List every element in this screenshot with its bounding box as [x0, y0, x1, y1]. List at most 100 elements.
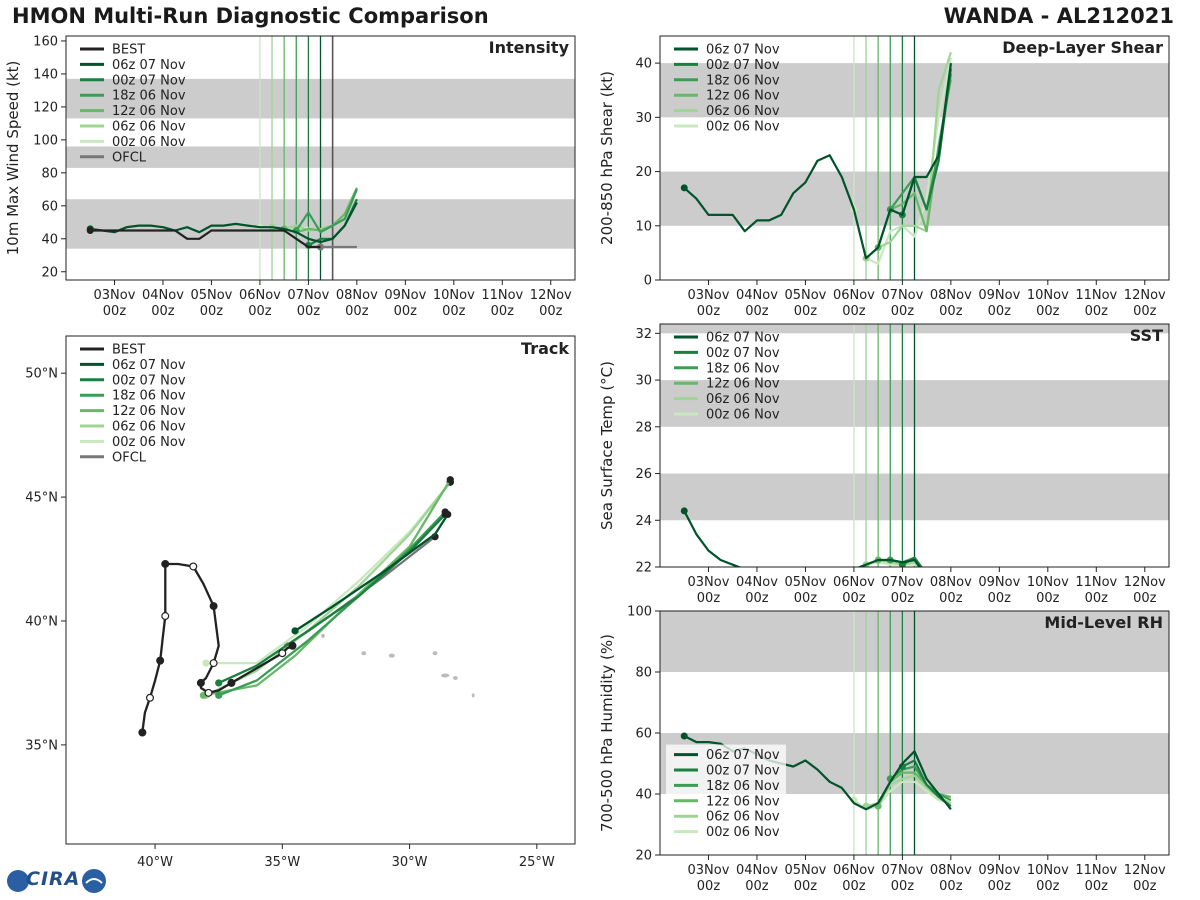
legend-label: 06z 07 Nov — [112, 358, 186, 373]
latitude-label: 40°N — [25, 614, 58, 629]
x-tick-date: 03Nov — [94, 288, 136, 303]
track-start-marker — [215, 691, 223, 699]
track-line — [205, 481, 452, 697]
x-tick-date: 12Nov — [1124, 575, 1166, 590]
x-tick-date: 09Nov — [978, 863, 1020, 878]
x-tick-hour: 00z — [1036, 591, 1060, 606]
x-tick-date: 05Nov — [784, 288, 826, 303]
panel-sst: 22242628303203Nov00z04Nov00z05Nov00z06No… — [598, 323, 1170, 606]
x-tick-date: 11Nov — [1075, 863, 1117, 878]
legend-label: 00z 07 Nov — [706, 764, 780, 779]
x-tick-date: 11Nov — [1075, 575, 1117, 590]
series-marker — [680, 507, 688, 515]
x-tick-hour: 00z — [103, 304, 127, 319]
legend-label: 06z 06 Nov — [112, 420, 186, 435]
y-axis-label: 200-850 hPa Shear (kt) — [598, 71, 616, 245]
y-tick-label: 20 — [635, 849, 652, 864]
latitude-label: 50°N — [25, 367, 58, 382]
track-line — [206, 481, 452, 665]
x-tick-hour: 00z — [988, 591, 1012, 606]
x-tick-hour: 00z — [297, 304, 321, 319]
legend-label: BEST — [112, 343, 145, 358]
track-end-marker — [444, 510, 452, 519]
track-start-marker — [291, 627, 299, 635]
legend-label: 06z 07 Nov — [706, 43, 780, 58]
y-tick-label: 100 — [627, 605, 652, 620]
x-tick-hour: 00z — [1036, 879, 1060, 894]
x-tick-hour: 00z — [697, 879, 721, 894]
panel-title: Track — [521, 339, 569, 358]
legend-label: 18z 06 Nov — [706, 779, 780, 794]
legend-label: 00z 07 Nov — [112, 373, 186, 388]
plot-area — [660, 36, 1169, 280]
y-tick-label: 20 — [635, 165, 652, 180]
legend-label: BEST — [112, 43, 145, 58]
x-tick-hour: 00z — [442, 304, 466, 319]
x-tick-hour: 00z — [891, 591, 915, 606]
series-line — [295, 188, 358, 234]
x-tick-date: 07Nov — [881, 288, 923, 303]
x-tick-date: 12Nov — [1124, 863, 1166, 878]
y-tick-label: 22 — [635, 561, 652, 576]
storm-id: WANDA - AL212021 — [943, 4, 1174, 28]
y-tick-label: 60 — [41, 199, 58, 214]
track-line — [141, 562, 293, 733]
x-tick-hour: 00z — [939, 591, 963, 606]
best-track-marker — [278, 649, 287, 658]
track-start-marker — [202, 659, 210, 667]
y-tick-label: 24 — [635, 514, 652, 529]
x-tick-date: 05Nov — [784, 575, 826, 590]
x-tick-date: 09Nov — [384, 288, 426, 303]
island — [388, 653, 395, 658]
legend-label: 06z 06 Nov — [112, 120, 186, 135]
x-tick-hour: 00z — [794, 304, 818, 319]
y-tick-label: 60 — [635, 727, 652, 742]
x-tick-hour: 00z — [794, 591, 818, 606]
x-tick-date: 11Nov — [481, 288, 523, 303]
x-tick-date: 07Nov — [287, 288, 329, 303]
legend-label: 12z 06 Nov — [112, 404, 186, 419]
panel-intensity: 2040608010012014016003Nov00z04Nov00z05No… — [4, 34, 576, 319]
legend-label: 00z 06 Nov — [706, 120, 780, 135]
x-tick-hour: 00z — [891, 879, 915, 894]
y-tick-label: 28 — [635, 420, 652, 435]
track-end-marker — [446, 476, 454, 484]
y-axis-label: 700-500 hPa Humidity (%) — [598, 634, 616, 832]
series-marker — [680, 732, 688, 740]
x-tick-hour: 00z — [697, 304, 721, 319]
x-tick-date: 04Nov — [142, 288, 184, 303]
legend-label: 18z 06 Nov — [706, 361, 780, 376]
y-tick-label: 26 — [635, 467, 652, 482]
panel-shear: 01020304003Nov00z04Nov00z05Nov00z06Nov00… — [598, 35, 1170, 319]
legend-background — [666, 744, 786, 841]
x-tick-hour: 00z — [988, 879, 1012, 894]
legend-label: 06z 06 Nov — [706, 392, 780, 407]
track-line — [218, 511, 447, 697]
x-tick-hour: 00z — [842, 879, 866, 894]
x-tick-hour: 00z — [842, 304, 866, 319]
legend-label: 12z 06 Nov — [706, 794, 780, 809]
y-tick-label: 80 — [41, 166, 58, 181]
legend-label: 18z 06 Nov — [112, 389, 186, 404]
best-track-marker — [227, 678, 236, 687]
legend-label: 12z 06 Nov — [112, 104, 186, 119]
x-tick-date: 07Nov — [881, 863, 923, 878]
island — [441, 673, 450, 678]
series-marker — [86, 227, 94, 235]
best-track-marker — [156, 656, 165, 665]
axes-frame — [659, 323, 1170, 568]
legend-label: 00z 07 Nov — [706, 346, 780, 361]
cira-logo-mark — [7, 869, 106, 893]
x-tick-date: 07Nov — [881, 575, 923, 590]
panel-track: 40°W 35°W 30°W 25°W 35°N 40°N 45°N 50°N Track BES… — [25, 335, 576, 870]
x-tick-hour: 00z — [200, 304, 224, 319]
legend-label: 00z 06 Nov — [112, 135, 186, 150]
x-tick-hour: 00z — [1085, 304, 1109, 319]
y-tick-label: 40 — [41, 232, 58, 247]
y-tick-label: 100 — [33, 133, 58, 148]
track-start-marker — [215, 679, 223, 687]
y-tick-label: 160 — [33, 34, 58, 49]
legend-label: 00z 06 Nov — [112, 435, 186, 450]
x-tick-date: 10Nov — [1027, 863, 1069, 878]
